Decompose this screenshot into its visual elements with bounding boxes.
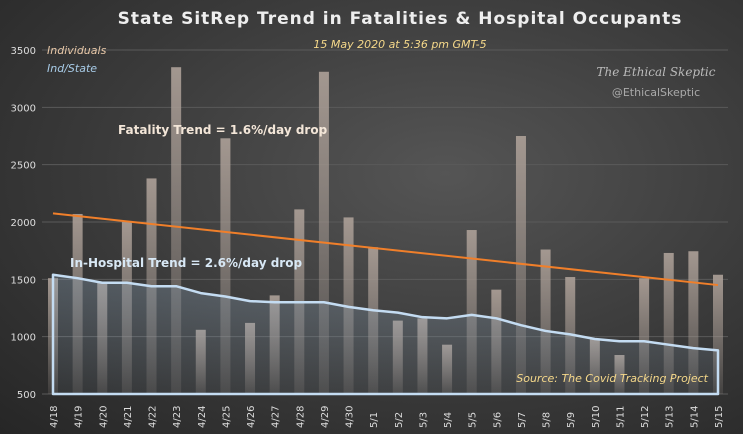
x-tick-label: 5/4 <box>443 412 454 428</box>
x-tick-label: 4/25 <box>221 406 232 428</box>
x-tick-label: 4/26 <box>246 406 257 428</box>
x-tick-label: 4/28 <box>295 406 306 428</box>
fatality-trendline <box>52 212 719 287</box>
chart-title: State SitRep Trend in Fatalities & Hospi… <box>118 9 683 29</box>
bar <box>713 274 723 394</box>
bar <box>515 136 526 394</box>
y-tick-label: 3000 <box>11 103 36 114</box>
x-tick-label: 4/22 <box>148 406 159 428</box>
bar <box>318 71 329 394</box>
x-tick-label: 5/15 <box>714 406 725 428</box>
y-tick-label: 1500 <box>11 275 36 286</box>
bar <box>220 138 231 394</box>
x-tick-label: 4/24 <box>197 406 208 428</box>
legend-individuals: Individuals <box>47 44 107 57</box>
legend-ind-state: Ind/State <box>47 62 97 75</box>
x-tick-label: 5/6 <box>492 412 503 428</box>
x-tick-label: 5/11 <box>615 406 626 428</box>
y-tick-label: 2000 <box>11 218 36 229</box>
x-tick-label: 5/13 <box>665 406 676 428</box>
x-tick-label: 4/18 <box>49 406 60 428</box>
x-tick-label: 5/3 <box>418 412 429 428</box>
bar <box>688 251 699 394</box>
x-tick-label: 4/29 <box>320 406 331 428</box>
x-tick-label: 4/23 <box>172 406 183 428</box>
x-tick-label: 4/21 <box>123 406 134 428</box>
chart-subtitle: 15 May 2020 at 5:36 pm GMT-5 <box>313 38 486 51</box>
x-tick-label: 5/5 <box>468 412 479 428</box>
hospital-trend-label: In-Hospital Trend = 2.6%/day drop <box>70 256 302 270</box>
bar <box>663 252 674 394</box>
x-tick-label: 4/20 <box>98 406 109 428</box>
bar <box>171 67 182 394</box>
y-tick-label: 1000 <box>11 333 36 344</box>
x-tick-label: 4/19 <box>74 406 85 428</box>
y-tick-label: 2500 <box>11 161 36 172</box>
x-tick-label: 4/30 <box>345 406 356 428</box>
y-tick-label: 3500 <box>11 46 36 57</box>
bar <box>466 230 477 394</box>
x-tick-label: 5/1 <box>369 412 380 428</box>
fatality-trend-label: Fatality Trend = 1.6%/day drop <box>118 123 328 137</box>
x-tick-label: 5/10 <box>591 406 602 428</box>
y-tick-label: 500 <box>17 390 36 401</box>
x-tick-label: 5/14 <box>689 406 700 428</box>
x-tick-label: 5/9 <box>566 412 577 428</box>
in-hospital-area <box>51 273 720 396</box>
x-tick-label: 5/2 <box>394 412 405 428</box>
watermark-handle: @EthicalSkeptic <box>612 86 700 99</box>
bar <box>639 278 650 394</box>
source-label: Source: The Covid Tracking Project <box>516 372 708 385</box>
bar <box>540 249 551 394</box>
x-tick-label: 5/8 <box>542 412 553 428</box>
x-tick-label: 5/7 <box>517 412 528 428</box>
x-tick-label: 5/12 <box>640 406 651 428</box>
watermark-name: The Ethical Skeptic <box>597 65 716 79</box>
x-tick-label: 4/27 <box>271 406 282 428</box>
